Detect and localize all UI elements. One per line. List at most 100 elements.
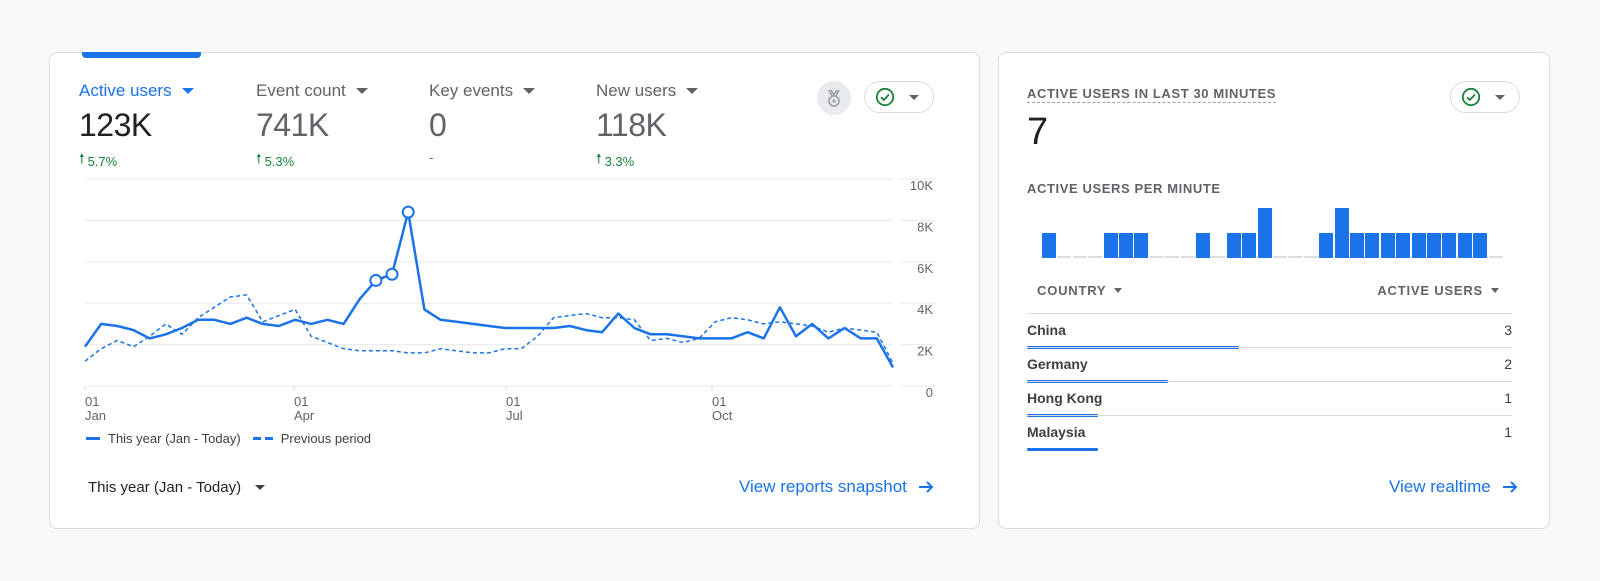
table-row: Malaysia 1 xyxy=(1027,415,1512,451)
chart-gridlines xyxy=(85,178,935,387)
insights-button[interactable] xyxy=(817,81,851,115)
minute-bar[interactable] xyxy=(1273,256,1287,258)
minute-bar[interactable] xyxy=(1411,233,1426,258)
caret-down-icon xyxy=(1491,288,1499,293)
metric-value: 0 xyxy=(429,107,447,143)
table-row: Hong Kong 1 xyxy=(1027,381,1512,417)
y-tick-label: 4K xyxy=(917,302,933,317)
country-column-header[interactable]: COUNTRY xyxy=(1037,283,1123,298)
minute-bar[interactable] xyxy=(1134,233,1149,258)
table-row: Germany 2 xyxy=(1027,347,1512,383)
minute-bar[interactable] xyxy=(1242,233,1257,258)
table-row: China 3 xyxy=(1027,313,1512,349)
realtime-status-button[interactable] xyxy=(1450,81,1520,113)
x-tick-month: Oct xyxy=(712,408,733,423)
minute-bar[interactable] xyxy=(1088,256,1103,258)
minute-bar[interactable] xyxy=(1396,233,1411,258)
x-tick-day: 01 xyxy=(506,394,520,409)
delta-text: - xyxy=(429,150,434,165)
minute-bar[interactable] xyxy=(1072,256,1087,258)
minute-bar[interactable] xyxy=(1211,256,1226,258)
user-count: 3 xyxy=(1504,322,1512,338)
x-tick-month: Jan xyxy=(85,408,106,423)
minute-bar[interactable] xyxy=(1427,233,1441,258)
caret-down-icon xyxy=(1114,288,1123,293)
y-tick-label: 8K xyxy=(917,219,933,234)
chart-legend: This year (Jan - Today) Previous period xyxy=(86,431,371,446)
minute-bar[interactable] xyxy=(1196,233,1210,258)
x-tick-month: Apr xyxy=(294,408,315,423)
x-tick-day: 01 xyxy=(294,394,308,409)
caret-down-icon xyxy=(1495,94,1505,100)
minute-bar[interactable] xyxy=(1442,233,1457,258)
delta-text: 5.7% xyxy=(87,153,118,169)
metric-tab-new-users[interactable]: New users 118K 🠕 3.3% xyxy=(596,81,699,172)
minute-bar[interactable] xyxy=(1180,256,1195,258)
minute-bar[interactable] xyxy=(1257,208,1272,258)
minute-bar[interactable] xyxy=(1334,208,1349,258)
data-point-marker xyxy=(385,267,399,281)
active-users-column-header[interactable]: ACTIVE USERS xyxy=(1377,283,1499,298)
minute-bar[interactable] xyxy=(1365,233,1380,258)
legend-current: This year (Jan - Today) xyxy=(108,431,241,446)
minute-bar[interactable] xyxy=(1473,233,1488,258)
arrow-up-icon: 🠕 xyxy=(256,151,262,166)
metric-tab-active-users[interactable]: Active users 123K 🠕 5.7% xyxy=(79,81,194,172)
minute-bar[interactable] xyxy=(1488,256,1503,258)
minute-bar[interactable] xyxy=(1288,256,1303,258)
arrow-up-icon: 🠕 xyxy=(596,151,602,166)
delta-text: 3.3% xyxy=(604,153,635,169)
realtime-active-users-value: 7 xyxy=(1027,111,1049,153)
minute-bar[interactable] xyxy=(1103,233,1118,258)
minute-bar[interactable] xyxy=(1350,233,1364,258)
metric-value: 118K xyxy=(596,107,667,143)
user-count: 1 xyxy=(1504,390,1512,406)
link-label: View realtime xyxy=(1389,477,1491,496)
metric-delta: 🠕 5.7% xyxy=(79,150,194,172)
caret-down-icon xyxy=(355,88,368,94)
legend-previous: Previous period xyxy=(280,431,372,446)
minute-bar[interactable] xyxy=(1457,233,1472,258)
caret-down-icon xyxy=(686,88,699,94)
minute-bar[interactable] xyxy=(1119,233,1133,258)
arrow-right-icon xyxy=(1502,481,1518,493)
metric-tab-event-count[interactable]: Event count 741K 🠕 5.3% xyxy=(256,81,368,172)
check-circle-icon xyxy=(875,87,895,107)
minute-bar[interactable] xyxy=(1380,233,1395,258)
country-name: Malaysia xyxy=(1027,424,1086,440)
arrow-up-icon: 🠕 xyxy=(79,151,85,166)
delta-text: 5.3% xyxy=(264,153,295,169)
metric-tab-key-events[interactable]: Key events 0 - xyxy=(429,81,536,165)
data-point-marker xyxy=(369,273,383,287)
reports-snapshot-card: Active users 123K 🠕 5.7% Event count 741K… xyxy=(49,52,980,529)
highlighted-points xyxy=(369,205,415,287)
metric-label: Event count xyxy=(256,81,346,100)
caret-down-icon xyxy=(181,88,194,94)
minute-bar[interactable] xyxy=(1042,233,1056,258)
view-realtime-link[interactable]: View realtime xyxy=(1389,477,1519,497)
minute-bar[interactable] xyxy=(1149,256,1164,258)
medal-icon xyxy=(828,89,840,107)
realtime-title[interactable]: ACTIVE USERS IN LAST 30 MINUTES xyxy=(1027,86,1277,103)
header-label: COUNTRY xyxy=(1037,283,1107,298)
metric-label: Key events xyxy=(429,81,514,100)
metric-label: Active users xyxy=(79,81,172,100)
minute-bar[interactable] xyxy=(1319,233,1334,258)
check-circle-icon xyxy=(1461,87,1481,107)
minute-bar[interactable] xyxy=(1303,256,1318,258)
minute-bar[interactable] xyxy=(1226,233,1241,258)
metric-delta: 🠕 3.3% xyxy=(596,150,698,172)
date-range-dropdown[interactable]: This year (Jan - Today) xyxy=(88,479,266,496)
view-reports-snapshot-link[interactable]: View reports snapshot xyxy=(739,477,935,497)
minute-bar[interactable] xyxy=(1057,256,1072,258)
header-label: ACTIVE USERS xyxy=(1377,283,1483,298)
minute-bar[interactable] xyxy=(1165,256,1180,258)
previous-period-line xyxy=(84,294,894,364)
realtime-card: ACTIVE USERS IN LAST 30 MINUTES 7 ACTIVE… xyxy=(998,52,1550,529)
user-count: 2 xyxy=(1504,356,1512,372)
y-tick-label: 10K xyxy=(910,178,933,193)
selected-tab-indicator xyxy=(82,52,201,58)
data-quality-status-button[interactable] xyxy=(864,81,934,113)
metric-delta: 🠕 5.3% xyxy=(256,150,368,172)
